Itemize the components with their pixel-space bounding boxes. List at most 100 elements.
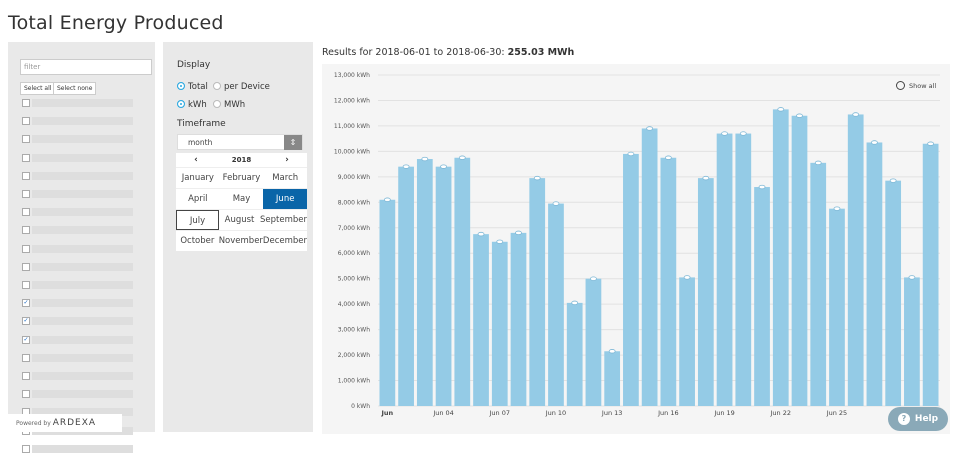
month-october[interactable]: October bbox=[180, 236, 215, 246]
device-name-placeholder bbox=[32, 226, 133, 235]
help-button[interactable]: ? Help bbox=[888, 407, 948, 431]
show-all-button[interactable]: Show all bbox=[896, 81, 936, 90]
y-tick-label: 2,000 kWh bbox=[338, 352, 370, 359]
bar-marker bbox=[477, 231, 485, 237]
device-filter-input[interactable] bbox=[20, 59, 152, 75]
bar-marker bbox=[552, 201, 560, 206]
checkbox-icon[interactable] bbox=[22, 444, 30, 453]
device-name-placeholder bbox=[32, 299, 133, 308]
bar bbox=[847, 114, 864, 406]
bar-marker bbox=[702, 175, 710, 181]
control-panel: Display Total per Device kWh MWh Timefra… bbox=[163, 42, 313, 432]
checkbox-icon[interactable] bbox=[22, 117, 30, 126]
bar bbox=[754, 187, 770, 406]
checkbox-icon[interactable] bbox=[22, 135, 30, 144]
checkbox-icon[interactable] bbox=[22, 226, 30, 235]
bar bbox=[435, 166, 452, 406]
bar-marker bbox=[814, 160, 822, 166]
bar bbox=[548, 203, 564, 406]
y-tick-label: 1,000 kWh bbox=[338, 378, 370, 385]
month-april[interactable]: April bbox=[188, 194, 208, 204]
radio-selected-icon bbox=[177, 82, 185, 90]
checkbox-checked-icon[interactable]: ✓ bbox=[22, 317, 30, 326]
device-name-placeholder bbox=[32, 317, 133, 326]
x-tick-label: Jun 07 bbox=[489, 409, 511, 417]
bar bbox=[866, 142, 883, 406]
x-tick-label: Jun 25 bbox=[826, 409, 848, 417]
bar bbox=[529, 178, 546, 406]
checkbox-icon[interactable] bbox=[22, 390, 30, 399]
checkbox-icon[interactable] bbox=[22, 353, 30, 362]
month-row: April May June bbox=[176, 188, 308, 209]
month-june[interactable]: June bbox=[263, 189, 308, 209]
next-year-button[interactable]: › bbox=[285, 155, 289, 165]
checkbox-checked-icon[interactable]: ✓ bbox=[22, 299, 30, 308]
bar-marker bbox=[927, 141, 935, 146]
bar-marker bbox=[796, 113, 803, 118]
bar-marker bbox=[533, 175, 541, 181]
checkbox-icon[interactable] bbox=[22, 99, 30, 107]
bar bbox=[791, 115, 808, 406]
month-september[interactable]: September bbox=[260, 215, 308, 225]
bar-marker bbox=[440, 164, 447, 169]
select-none-button[interactable]: Select none bbox=[53, 82, 97, 95]
month-december[interactable]: December bbox=[262, 236, 307, 246]
bar bbox=[491, 241, 508, 406]
timeframe-value: month bbox=[188, 138, 213, 147]
device-name-placeholder bbox=[32, 171, 133, 180]
device-panel: Select all Select none ✓ ✓ ✓ Powered by AR… bbox=[8, 42, 155, 453]
powered-by: Powered by ARDEXA bbox=[8, 414, 122, 432]
month-may[interactable]: May bbox=[232, 194, 251, 204]
month-august[interactable]: August bbox=[224, 215, 255, 225]
prev-year-button[interactable]: ‹ bbox=[194, 155, 198, 165]
x-tick-label: Jun 13 bbox=[601, 409, 623, 417]
y-tick-label: 13,000 kWh bbox=[334, 72, 370, 79]
device-name-placeholder bbox=[32, 408, 133, 417]
year-label[interactable]: 2018 bbox=[231, 156, 252, 164]
bar bbox=[379, 199, 396, 406]
timeframe-select[interactable]: month ⇕ bbox=[177, 134, 303, 150]
select-caret-icon[interactable]: ⇕ bbox=[284, 135, 302, 150]
bar-marker bbox=[608, 349, 616, 354]
mwh-radio[interactable]: MWh bbox=[213, 100, 245, 110]
checkbox-icon[interactable] bbox=[22, 244, 30, 253]
checkbox-icon[interactable] bbox=[22, 153, 30, 162]
y-tick-label: 10,000 kWh bbox=[334, 148, 370, 155]
bar bbox=[716, 133, 733, 407]
checkbox-icon[interactable] bbox=[22, 171, 30, 180]
month-february[interactable]: February bbox=[222, 173, 261, 183]
checkbox-icon[interactable] bbox=[22, 372, 30, 380]
per-device-radio[interactable]: per Device bbox=[213, 82, 270, 92]
x-tick-label: Jun 10 bbox=[545, 409, 567, 417]
month-july[interactable]: July bbox=[176, 210, 220, 230]
checkbox-icon[interactable] bbox=[22, 281, 30, 289]
bar bbox=[660, 157, 677, 406]
device-name-placeholder bbox=[32, 244, 133, 253]
bar bbox=[398, 166, 414, 406]
x-tick-label: Jun 22 bbox=[770, 409, 792, 417]
total-radio[interactable]: Total bbox=[177, 82, 208, 92]
bar bbox=[566, 302, 583, 406]
kwh-radio[interactable]: kWh bbox=[177, 100, 207, 110]
select-all-button[interactable]: Select all bbox=[20, 82, 56, 95]
bar-marker bbox=[889, 178, 897, 183]
bar bbox=[641, 128, 658, 406]
month-november[interactable]: November bbox=[218, 236, 263, 246]
checkbox-icon[interactable] bbox=[22, 190, 30, 198]
energy-bar-chart: 0 kWh 1,000 kWh 2,000 kWh 3,000 kWh 4,000 kW… bbox=[334, 72, 940, 417]
device-name-placeholder bbox=[32, 208, 133, 217]
bar-marker bbox=[758, 184, 766, 190]
year-row: ‹ 2018 › bbox=[176, 153, 307, 167]
month-row: July August September bbox=[176, 209, 307, 230]
bar-marker bbox=[515, 230, 522, 236]
checkbox-checked-icon[interactable]: ✓ bbox=[22, 335, 30, 344]
month-picker: ‹ 2018 › January February March April May Jun… bbox=[176, 153, 308, 251]
y-tick-label: 8,000 kWh bbox=[338, 199, 370, 206]
total-radio-label: Total bbox=[188, 82, 208, 92]
bar bbox=[473, 234, 489, 406]
month-march[interactable]: March bbox=[272, 173, 299, 183]
month-january[interactable]: January bbox=[181, 173, 214, 183]
y-tick-label: 12,000 kWh bbox=[334, 97, 370, 104]
checkbox-icon[interactable] bbox=[22, 262, 30, 271]
checkbox-icon[interactable] bbox=[22, 208, 30, 217]
